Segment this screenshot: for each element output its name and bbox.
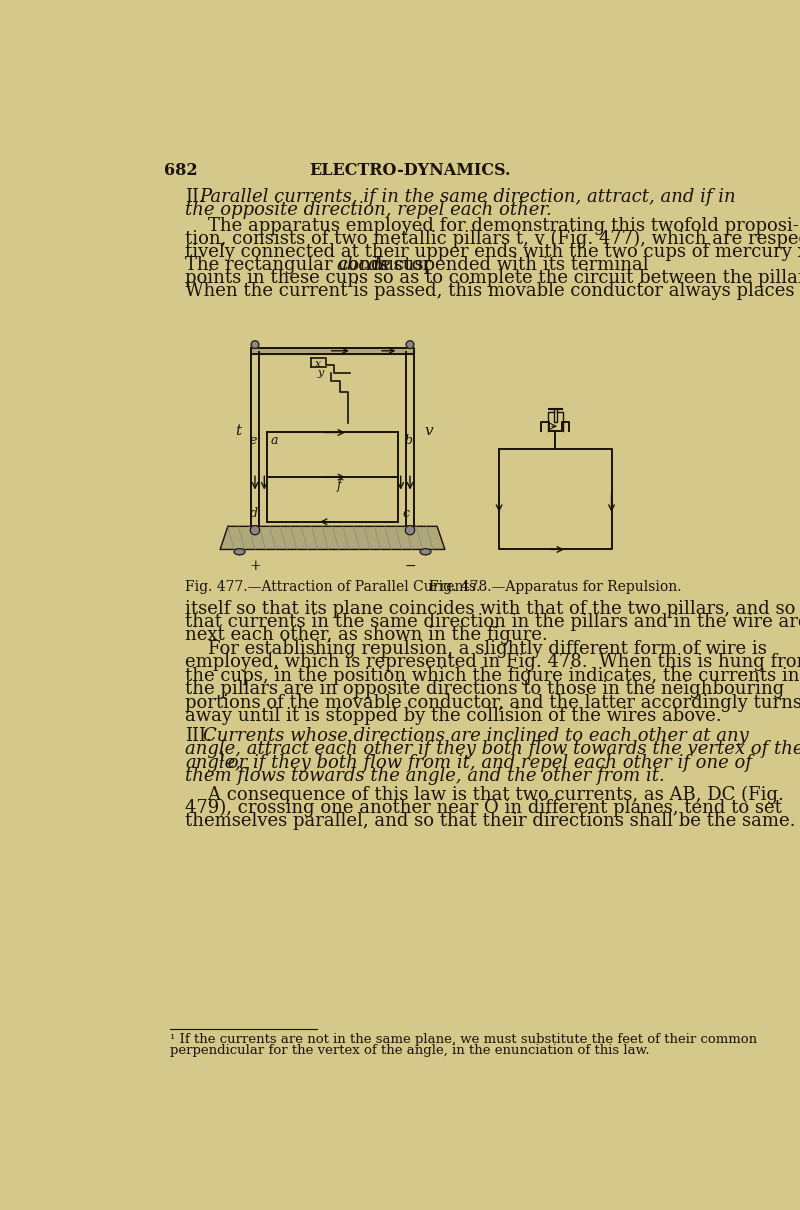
Text: ELECTRO-DYNAMICS.: ELECTRO-DYNAMICS. [310, 162, 510, 179]
Text: The apparatus employed for demonstrating this twofold proposi-: The apparatus employed for demonstrating… [186, 217, 799, 235]
Text: them flows towards the angle, and the other from it.: them flows towards the angle, and the ot… [186, 767, 665, 785]
Text: v: v [424, 424, 433, 438]
Text: is suspended with its terminal: is suspended with its terminal [367, 257, 649, 275]
Text: x: x [315, 359, 322, 369]
Text: ¹ If the currents are not in the same plane, we must substitute the feet of thei: ¹ If the currents are not in the same pl… [170, 1033, 757, 1045]
Text: employed, which is represented in Fig. 478.  When this is hung from: employed, which is represented in Fig. 4… [186, 653, 800, 672]
Text: c: c [402, 507, 410, 520]
Text: For establishing repulsion, a slightly different form of wire is: For establishing repulsion, a slightly d… [186, 640, 767, 658]
Text: y: y [317, 368, 323, 378]
Text: 479), crossing one another near O in different planes, tend to set: 479), crossing one another near O in dif… [186, 799, 782, 817]
Text: the pillars are in opposite directions to those in the neighbouring: the pillars are in opposite directions t… [186, 680, 785, 698]
Circle shape [406, 341, 414, 348]
Text: d: d [250, 507, 258, 520]
Text: a: a [270, 434, 278, 446]
Text: themselves parallel, and so that their directions shall be the same.: themselves parallel, and so that their d… [186, 812, 796, 830]
Text: itself so that its plane coincides with that of the two pillars, and so: itself so that its plane coincides with … [186, 599, 796, 617]
Text: angle,: angle, [186, 754, 242, 772]
Text: Fig. 478.—Apparatus for Repulsion.: Fig. 478.—Apparatus for Repulsion. [429, 581, 681, 594]
Text: portions of the movable conductor, and the latter accordingly turns: portions of the movable conductor, and t… [186, 693, 800, 711]
Text: the cups, in the position which the figure indicates, the currents in: the cups, in the position which the figu… [186, 667, 800, 685]
Ellipse shape [234, 548, 245, 555]
Circle shape [406, 525, 414, 535]
Text: III.: III. [186, 727, 212, 745]
Text: the opposite direction, repel each other.: the opposite direction, repel each other… [186, 201, 552, 219]
Text: II.: II. [186, 188, 205, 206]
Text: Parallel currents, if in the same direction, attract, and if in: Parallel currents, if in the same direct… [199, 188, 736, 206]
Text: 682: 682 [163, 162, 197, 179]
Ellipse shape [420, 548, 431, 555]
Text: −: − [404, 559, 416, 572]
Text: next each other, as shown in the figure.: next each other, as shown in the figure. [186, 627, 548, 645]
Text: tion, consists of two metallic pillars t, v (Fig. 477), which are respec-: tion, consists of two metallic pillars t… [186, 230, 800, 248]
Text: that currents in the same direction in the pillars and in the wire are: that currents in the same direction in t… [186, 613, 800, 630]
Text: When the current is passed, this movable conductor always places: When the current is passed, this movable… [186, 282, 794, 300]
Text: b: b [405, 434, 413, 446]
Circle shape [251, 341, 259, 348]
Text: perpendicular for the vertex of the angle, in the enunciation of this law.: perpendicular for the vertex of the angl… [170, 1044, 650, 1056]
Text: 1: 1 [218, 750, 226, 764]
Text: +: + [249, 559, 261, 572]
Text: angle, attract each other if they both flow towards the vertex of the: angle, attract each other if they both f… [186, 741, 800, 759]
Text: e: e [250, 434, 258, 446]
Text: t: t [235, 424, 241, 438]
Text: Currents whose directions are inclined to each other at any: Currents whose directions are inclined t… [203, 727, 749, 745]
Text: away until it is stopped by the collision of the wires above.: away until it is stopped by the collisio… [186, 708, 722, 725]
Circle shape [250, 525, 260, 535]
Polygon shape [251, 347, 414, 353]
Text: A consequence of this law is that two currents, as AB, DC (Fig.: A consequence of this law is that two cu… [186, 785, 784, 803]
Text: f: f [336, 479, 341, 492]
Text: points in these cups so as to complete the circuit between the pillars.: points in these cups so as to complete t… [186, 269, 800, 287]
Text: or if they both flow from it, and repel each other if one of: or if they both flow from it, and repel … [222, 754, 753, 772]
Text: tively connected at their upper ends with the two cups of mercury x, y.: tively connected at their upper ends wit… [186, 243, 800, 261]
Text: The rectangular conductor: The rectangular conductor [186, 257, 437, 275]
Text: Fig. 477.—Attraction of Parallel Currents.: Fig. 477.—Attraction of Parallel Current… [185, 581, 480, 594]
Text: abcde: abcde [336, 257, 391, 275]
Polygon shape [220, 526, 445, 549]
